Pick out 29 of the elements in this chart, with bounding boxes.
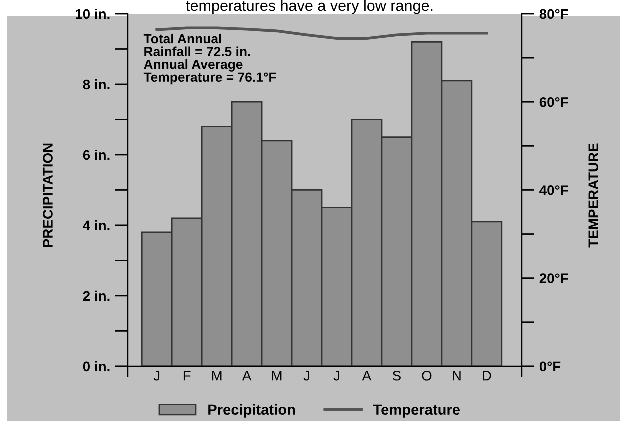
x-tick-label: J — [154, 371, 160, 381]
x-tick-label: S — [392, 370, 401, 381]
y-tick-label: 10 in. — [76, 8, 110, 20]
y-tick-label: 2 in. — [83, 290, 110, 301]
y2-tick-label: 40°F — [540, 186, 568, 196]
y2-tick-label: 80°F — [540, 9, 568, 20]
x-tick-label: F — [184, 371, 191, 381]
legend-label: Temperature — [373, 404, 460, 418]
x-tick-label: J — [334, 371, 340, 381]
y2-tick-label: 60°F — [540, 97, 568, 108]
y-tick-label: 0 in. — [83, 361, 110, 372]
y-tick-label: 4 in. — [83, 220, 110, 230]
y-tick-label: 8 in. — [83, 79, 110, 90]
annotation: temperatures have a very low range. — [186, 0, 433, 14]
legend-label: Precipitation — [208, 404, 296, 418]
x-tick-label: N — [453, 371, 461, 381]
x-tick-label: M — [272, 371, 282, 381]
y2-tick-label: 0°F — [540, 362, 561, 372]
x-tick-label: M — [212, 371, 222, 381]
annotation: Total Annual Rainfall = 72.5 in. Annual Average Temperature = 76.1°F — [144, 34, 276, 85]
x-tick-label: O — [422, 370, 432, 381]
y2-axis-title: TEMPERATURE — [588, 144, 598, 248]
y-tick-label: 6 in. — [83, 150, 110, 160]
y-axis-title: PRECIPITATION — [43, 144, 53, 248]
y2-tick-label: 20°F — [540, 274, 568, 284]
x-tick-label: A — [242, 371, 252, 381]
x-tick-label: A — [362, 371, 372, 381]
x-tick-label: J — [304, 371, 310, 381]
x-tick-label: D — [483, 371, 492, 381]
